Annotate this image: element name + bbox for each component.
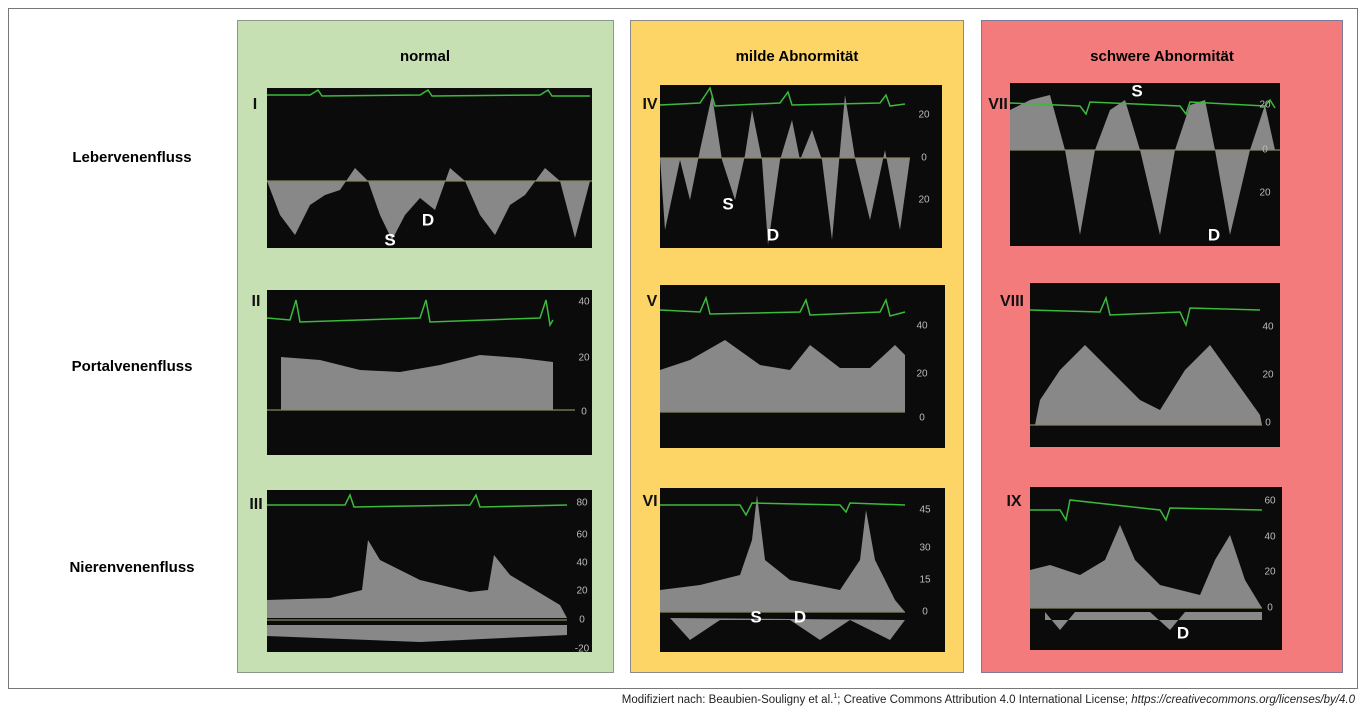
scale-label: 40 — [576, 558, 588, 569]
footer-url: https://creativecommons.org/licenses/by/… — [1131, 694, 1355, 706]
scale-label: 40 — [916, 321, 928, 332]
scale-label: 20 — [918, 195, 930, 206]
wave-annotation: D — [1177, 623, 1189, 642]
row-label: Portalvenenfluss — [72, 358, 193, 375]
footer: Modifiziert nach: Beaubien-Souligny et a… — [622, 693, 1356, 706]
scale-label: 0 — [579, 615, 585, 626]
scale-label: 20 — [1259, 188, 1271, 199]
scale-label: 0 — [922, 607, 928, 618]
scale-label: 20 — [1259, 100, 1271, 111]
scale-label: 0 — [1262, 145, 1268, 156]
panel-numeral: VI — [642, 493, 657, 510]
wave-annotation: D — [767, 225, 779, 244]
panel-numeral: VIII — [1000, 293, 1024, 310]
scale-label: 20 — [916, 369, 928, 380]
scale-label: 20 — [578, 353, 590, 364]
column-title: milde Abnormität — [736, 48, 859, 65]
scale-label: 0 — [919, 413, 925, 424]
wave-annotation: S — [384, 230, 395, 249]
footer-text: ; Creative Commons Attribution 4.0 Inter… — [837, 694, 1131, 706]
panel-numeral: IV — [642, 96, 657, 113]
wave-annotation: S — [750, 607, 761, 626]
wave-annotation: D — [1208, 225, 1220, 244]
scale-label: 15 — [919, 575, 931, 586]
scale-label: 0 — [581, 407, 587, 418]
footer-text: Modifiziert nach: Beaubien-Souligny et a… — [622, 694, 834, 706]
footer-superscript: 1 — [833, 693, 837, 700]
row-label: Lebervenenfluss — [72, 149, 191, 166]
waveforms — [266, 86, 1280, 642]
scale-label: 45 — [919, 505, 931, 516]
panel-numeral: VII — [988, 96, 1008, 113]
column-title: schwere Abnormität — [1090, 48, 1234, 65]
scale-label: -20 — [575, 644, 590, 655]
scale-label: 60 — [1264, 496, 1276, 507]
scale-label: 30 — [919, 543, 931, 554]
scale-label: 0 — [1265, 418, 1271, 429]
wave-annotation: D — [422, 210, 434, 229]
scale-label: 20 — [576, 586, 588, 597]
labels: Lebervenenfluss Portalvenenfluss Nierenv… — [69, 48, 1276, 655]
scale-label: 40 — [578, 297, 590, 308]
column-title: normal — [400, 48, 450, 65]
scale-label: 20 — [918, 110, 930, 121]
scale-label: 20 — [1262, 370, 1274, 381]
scale-label: 20 — [1264, 567, 1276, 578]
wave-annotation: S — [722, 194, 733, 213]
scale-label: 40 — [1262, 322, 1274, 333]
scale-label: 0 — [921, 153, 927, 164]
panel-numeral: V — [647, 293, 658, 310]
scale-label: 80 — [576, 498, 588, 509]
scale-label: 60 — [576, 530, 588, 541]
wave-annotation: D — [794, 607, 806, 626]
panel-numeral: I — [253, 96, 257, 113]
panel-numeral: III — [249, 496, 262, 513]
panel-numeral: II — [252, 293, 261, 310]
wave-annotation: S — [1131, 81, 1142, 100]
scale-label: 0 — [1267, 603, 1273, 614]
row-label: Nierenvenenfluss — [69, 559, 194, 576]
frame — [8, 8, 1358, 689]
scale-label: 40 — [1264, 532, 1276, 543]
panel-numeral: IX — [1006, 493, 1021, 510]
